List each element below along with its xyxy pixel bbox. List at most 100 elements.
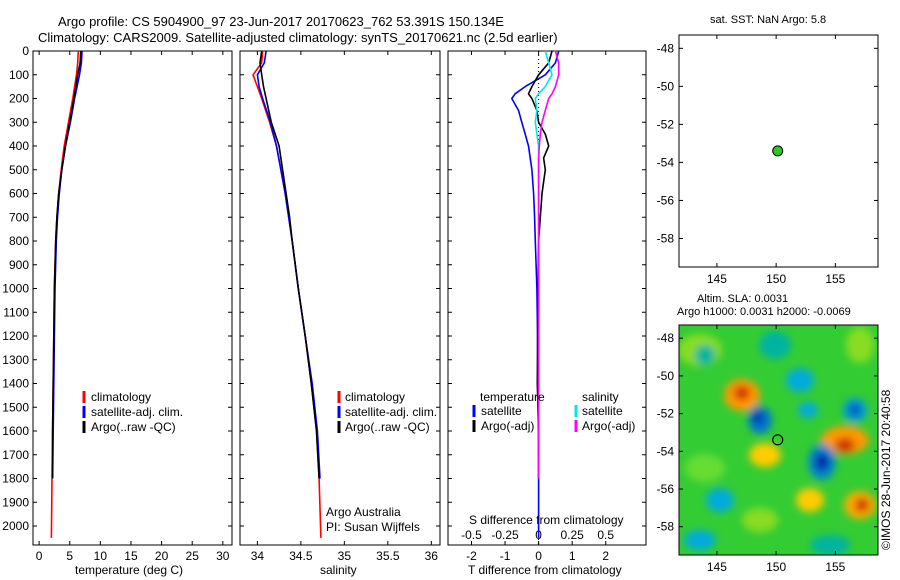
sla-map-frame (678, 324, 879, 556)
argo-line (259, 50, 320, 479)
legend-label-argo-raw: Argo(..raw -QC) (345, 420, 430, 434)
depth-tick-label: 300 (9, 115, 29, 129)
legend-label-temp-satellite: satellite (481, 404, 522, 418)
lon-tick-label: 155 (825, 560, 845, 574)
lon-tick-label: 155 (825, 272, 845, 286)
x-tick-label: 10 (94, 549, 108, 563)
lon-tick-label: 145 (707, 560, 727, 574)
depth-tick-label: 600 (9, 187, 29, 201)
x-tick-label: -1 (500, 549, 511, 563)
difference-axes-frame (447, 50, 647, 546)
sla-map-ticks: 145 150 155 -48 -50 -52 -54 -56 -58 (657, 325, 878, 574)
s-tick-label: -0.25 (491, 528, 519, 542)
x-tick-label: 36 (425, 549, 439, 563)
legend-label-climatology: climatology (91, 390, 151, 404)
temperature-panel: 0100200300400500600700800900100011001200… (2, 44, 233, 577)
temp-argo-diff-line (527, 50, 553, 479)
climatology-line (252, 50, 322, 538)
lat-tick-label: -48 (657, 41, 675, 55)
x-tick-label: 1 (569, 549, 576, 563)
lat-tick-label: -52 (657, 407, 675, 421)
sst-map-panel: sat. SST: NaN Argo: 5.8 145 150 155 -48 -50 -… (657, 14, 879, 286)
x-tick-label: -2 (466, 549, 477, 563)
s-tick-label: 0.5 (597, 528, 614, 542)
s-difference-ticks: -0.5-0.2500.250.5 (461, 528, 614, 542)
x-tick-label: 34.5 (289, 549, 313, 563)
legend-label-satellite-clim: satellite-adj. clim. (345, 405, 437, 419)
depth-tick-label: 1800 (2, 472, 29, 486)
legend-head-temperature: temperature (480, 390, 545, 404)
legend-label-climatology: climatology (345, 390, 405, 404)
sla-heatmap (679, 325, 878, 555)
argo-australia-label: Argo Australia (326, 505, 401, 519)
copyright-label: ©IMOS 28-Jun-2017 20:40:58 (879, 389, 893, 550)
depth-axis-ticks: 0 100 200 300 400 500 600 700 800 900 1000 1100 1200… (2, 44, 232, 533)
figure-title-line1: Argo profile: CS 5904900_97 23-Jun-2017 … (58, 14, 504, 29)
s-tick-label: -0.5 (461, 528, 482, 542)
temperature-axes-frame (32, 50, 233, 546)
sla-map-title-line1: Altim. SLA: 0.0031 (697, 293, 788, 305)
x-tick-label: 0 (535, 549, 542, 563)
salinity-axis-label: salinity (320, 563, 357, 577)
salinity-axes-frame (239, 50, 441, 546)
temperature-legend: climatology satellite-adj. clim. Argo(..… (82, 390, 183, 434)
temperature-series (50, 50, 83, 538)
depth-tick-label: 0 (22, 44, 29, 58)
lat-tick-label: -56 (657, 193, 675, 207)
x-tick-label: 34 (251, 549, 265, 563)
depth-tick-label: 2000 (2, 519, 29, 533)
depth-tick-label: 1300 (2, 353, 29, 367)
sla-map-title-line2: Argo h1000: 0.0031 h2000: -0.0069 (677, 306, 851, 318)
lat-tick-label: -58 (657, 520, 675, 534)
x-tick-label: 2 (602, 549, 609, 563)
sla-map-panel: Altim. SLA: 0.0031 Argo h1000: 0.0031 h2… (657, 293, 879, 574)
depth-tick-label: 1100 (3, 305, 29, 319)
depth-tick-label: 700 (9, 210, 29, 224)
s-tick-label: 0.25 (560, 528, 584, 542)
lat-tick-label: -58 (657, 231, 675, 245)
lon-tick-label: 150 (766, 272, 786, 286)
depth-tick-label: 1000 (2, 282, 29, 296)
x-tick-label: 25 (186, 549, 200, 563)
lat-tick-label: -54 (657, 444, 675, 458)
difference-depth-ticks (448, 50, 646, 527)
t-difference-axis-label: T difference from climatology (468, 563, 622, 577)
x-tick-label: 5 (66, 549, 73, 563)
t-difference-ticks: -2 -1 0 1 2 (466, 51, 609, 563)
legend-label-satellite-clim: satellite-adj. clim. (91, 405, 183, 419)
legend-label-sal-satellite: satellite (582, 404, 623, 418)
depth-tick-label: 1400 (2, 377, 29, 391)
difference-legend: temperature satellite Argo(-adj) salinit… (472, 390, 635, 433)
salinity-series (252, 50, 322, 538)
depth-tick-label: 1700 (2, 448, 29, 462)
s-difference-label: S difference from climatology (469, 513, 624, 527)
legend-head-salinity: salinity (582, 390, 619, 404)
argo-location-ring (772, 434, 784, 446)
difference-series (510, 50, 560, 538)
salinity-legend: climatology satellite-adj. clim. Argo(..… (337, 390, 437, 434)
lat-tick-label: -52 (657, 117, 675, 131)
salinity-axis-ticks: 34 34.5 35 35.5 36 (251, 51, 439, 563)
x-tick-label: 0 (36, 549, 43, 563)
lat-tick-label: -56 (657, 482, 675, 496)
sst-map-title: sat. SST: NaN Argo: 5.8 (710, 14, 826, 26)
satellite-clim-line (51, 50, 83, 479)
depth-tick-label: 1500 (2, 400, 29, 414)
lat-tick-label: -48 (657, 331, 675, 345)
lat-tick-label: -50 (657, 369, 675, 383)
depth-tick-label: 800 (9, 234, 29, 248)
lat-tick-label: -54 (657, 155, 675, 169)
depth-tick-label: 200 (9, 92, 29, 106)
sal-argo-diff-line (537, 50, 560, 479)
sst-map-ticks: 145 150 155 -48 -50 -52 -54 -56 -58 (657, 35, 878, 286)
temperature-axis-ticks: 0 5 10 15 20 25 30 (36, 51, 230, 563)
x-tick-label: 20 (155, 549, 169, 563)
depth-tick-label: 400 (9, 139, 29, 153)
salinity-depth-ticks (240, 50, 440, 527)
depth-tick-label: 1600 (2, 424, 29, 438)
depth-tick-label: 900 (9, 258, 29, 272)
pi-label: PI: Susan Wijffels (326, 520, 420, 534)
lon-tick-label: 150 (766, 560, 786, 574)
argo-line (51, 50, 82, 479)
